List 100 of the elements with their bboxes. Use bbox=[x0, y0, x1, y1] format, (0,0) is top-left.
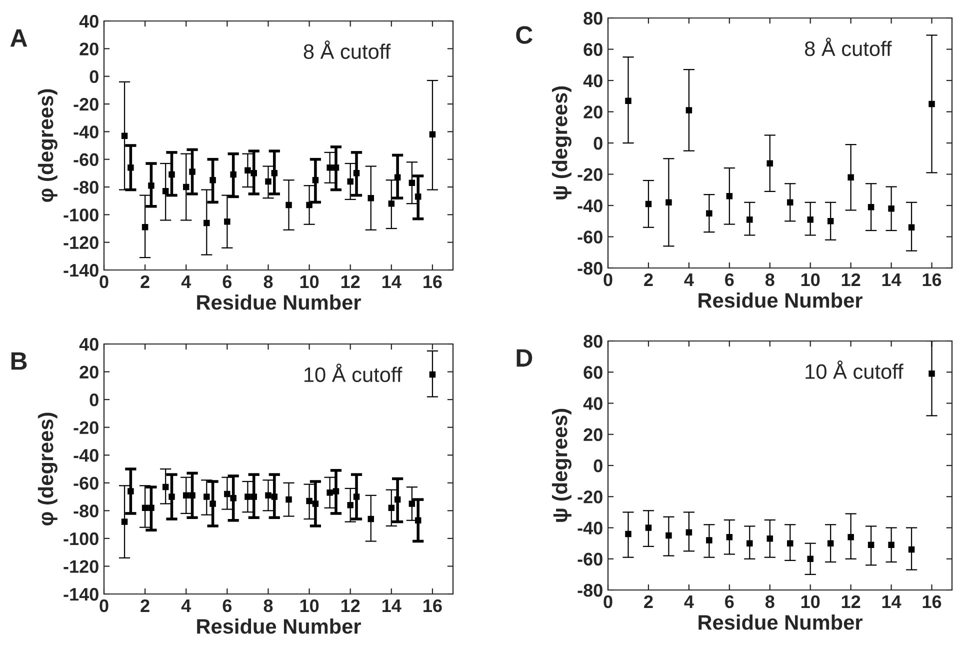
x-axis-title: Residue Number bbox=[197, 618, 361, 634]
y-tick-label: -80 bbox=[74, 180, 98, 194]
point bbox=[189, 492, 196, 499]
point bbox=[786, 540, 794, 546]
chart-title: C bbox=[516, 26, 532, 44]
point bbox=[746, 540, 753, 546]
y-axis-title: ψ (degrees) bbox=[552, 408, 572, 522]
point bbox=[332, 164, 340, 171]
x-tick-label: 6 bbox=[725, 595, 734, 608]
point bbox=[353, 170, 360, 176]
point bbox=[414, 194, 422, 200]
point bbox=[766, 536, 774, 542]
point bbox=[121, 518, 128, 525]
point bbox=[908, 224, 915, 230]
point bbox=[726, 193, 733, 200]
chart-title: D bbox=[516, 349, 532, 367]
point bbox=[271, 170, 278, 176]
y-tick-label: 0 bbox=[90, 70, 98, 84]
y-tick-label: 40 bbox=[79, 338, 98, 351]
y-tick-label: -100 bbox=[64, 208, 98, 222]
point bbox=[312, 500, 319, 507]
x-tick-label: 6 bbox=[222, 599, 232, 612]
point bbox=[162, 188, 169, 194]
y-tick-label: -80 bbox=[74, 504, 98, 518]
y-tick-label: -60 bbox=[578, 552, 602, 566]
point bbox=[827, 540, 834, 546]
point bbox=[888, 542, 894, 548]
point bbox=[286, 496, 292, 503]
point bbox=[168, 171, 175, 178]
point bbox=[848, 174, 854, 180]
point bbox=[204, 494, 210, 500]
y-tick-label: -140 bbox=[64, 264, 98, 277]
y-tick-label: 20 bbox=[80, 42, 98, 56]
point bbox=[128, 488, 134, 494]
x-tick-label: 16 bbox=[922, 595, 942, 608]
x-tick-label: 2 bbox=[644, 595, 653, 608]
x-tick-label: 12 bbox=[842, 595, 860, 608]
y-tick-label: -80 bbox=[578, 584, 602, 597]
y-tick-label: -40 bbox=[578, 199, 602, 212]
y-tick-label: 80 bbox=[584, 334, 602, 348]
point bbox=[148, 182, 154, 189]
point bbox=[686, 529, 692, 536]
point bbox=[210, 500, 216, 507]
point bbox=[786, 199, 794, 206]
point bbox=[807, 556, 814, 562]
point bbox=[408, 180, 416, 186]
point bbox=[645, 524, 652, 531]
point bbox=[168, 494, 175, 500]
point bbox=[326, 164, 333, 171]
y-tick-label: -40 bbox=[74, 126, 98, 138]
point bbox=[312, 176, 319, 184]
point bbox=[224, 490, 230, 498]
y-tick-label: -120 bbox=[64, 560, 98, 573]
annotation: 8 Å cutoff bbox=[304, 40, 391, 59]
y-tick-label: 80 bbox=[584, 12, 602, 25]
x-tick-label: 4 bbox=[684, 596, 694, 608]
x-axis-title: Residue Number bbox=[698, 292, 862, 308]
y-tick-label: 40 bbox=[583, 397, 602, 410]
point bbox=[306, 498, 312, 504]
point bbox=[388, 504, 395, 512]
x-tick-label: 8 bbox=[264, 275, 273, 288]
point bbox=[868, 542, 874, 548]
point bbox=[230, 171, 236, 178]
x-axis-title: Residue Number bbox=[197, 294, 361, 310]
point bbox=[848, 534, 854, 540]
y-axis-title: φ (degrees) bbox=[38, 89, 58, 202]
y-tick-label: -20 bbox=[74, 98, 98, 111]
point bbox=[326, 489, 333, 496]
y-tick-label: -140 bbox=[64, 588, 98, 601]
x-tick-label: 10 bbox=[801, 595, 820, 608]
point bbox=[182, 184, 190, 190]
y-tick-label: -20 bbox=[74, 421, 98, 434]
y-tick-label: -60 bbox=[578, 230, 602, 244]
y-tick-label: 20 bbox=[584, 106, 602, 118]
point bbox=[414, 517, 422, 524]
y-tick-label: -80 bbox=[578, 262, 602, 275]
y-tick-label: 20 bbox=[80, 366, 98, 378]
annotation: 8 Å cutoff bbox=[804, 38, 892, 56]
x-tick-label: 14 bbox=[382, 276, 402, 288]
annotation: 10 Å cutoff bbox=[806, 360, 904, 379]
x-tick-label: 14 bbox=[882, 274, 902, 286]
x-tick-label: 4 bbox=[684, 274, 694, 286]
point bbox=[162, 484, 169, 490]
y-tick-label: 60 bbox=[584, 43, 602, 56]
y-axis-title: φ (degrees) bbox=[38, 412, 58, 526]
x-tick-label: 10 bbox=[801, 273, 820, 286]
x-tick-label: 2 bbox=[140, 275, 150, 288]
y-tick-label: -60 bbox=[74, 153, 98, 166]
point bbox=[210, 176, 216, 184]
chart-title: B bbox=[11, 352, 27, 370]
point bbox=[429, 131, 436, 138]
y-tick-label: -40 bbox=[578, 522, 602, 534]
x-tick-label: 10 bbox=[300, 275, 319, 288]
chart-title: A bbox=[10, 29, 28, 47]
point bbox=[347, 502, 354, 508]
point bbox=[766, 160, 774, 166]
point bbox=[265, 492, 272, 499]
point bbox=[368, 194, 374, 202]
point bbox=[244, 167, 251, 174]
x-axis-title: Residue Number bbox=[698, 614, 862, 630]
